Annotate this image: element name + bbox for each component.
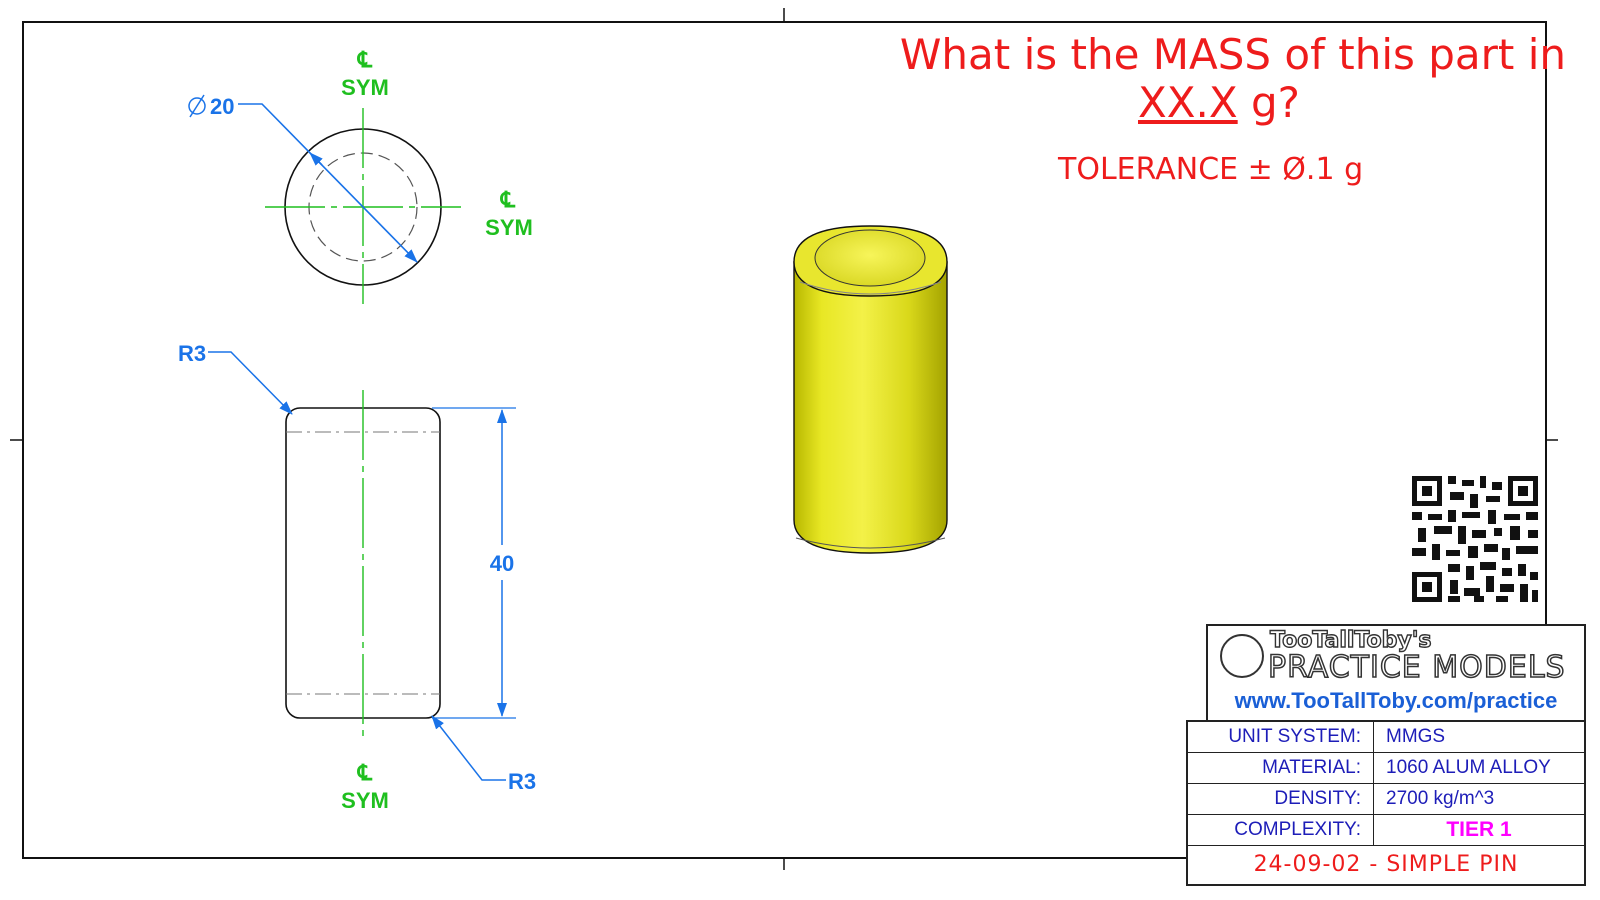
centerline-symbol-icon: ℄ [357, 47, 373, 72]
diameter-symbol-icon [188, 94, 206, 118]
tolerance-text: TOLERANCE ± Ø.1 g [1058, 152, 1364, 187]
title-block-row: COMPLEXITY: TIER 1 [1188, 815, 1584, 846]
density-key: DENSITY: [1188, 784, 1374, 814]
radius-leader-top [208, 351, 293, 415]
radius-label-bottom: R3 [508, 769, 536, 794]
centerline-sym-label: SYM [341, 788, 389, 813]
diameter-value: 20 [210, 94, 234, 119]
bottom-fillet-edge [795, 537, 946, 549]
logo-url-link[interactable]: www.TooTallToby.com/practice [1234, 688, 1558, 713]
centerline-label-bottom: ℄ SYM [341, 760, 389, 813]
qr-code-icon [1412, 476, 1538, 602]
front-view: 40 R3 R3 [178, 341, 536, 794]
tootalltoby-logo-icon [1220, 634, 1264, 678]
logo-title: TooTallToby's [1269, 627, 1432, 653]
length-value: 40 [490, 551, 514, 576]
centerline-sym-label: SYM [485, 215, 533, 240]
cylinder-top-face [814, 229, 926, 287]
title-block-row: UNIT SYSTEM: MMGS [1188, 722, 1584, 753]
centerline-symbol-icon: ℄ [357, 760, 373, 785]
diameter-arrow-inner [309, 152, 323, 166]
unit-system-key: UNIT SYSTEM: [1188, 722, 1374, 752]
logo-block: TooTallToby's PRACTICE MODELS www.TooTal… [1206, 624, 1586, 720]
material-key: MATERIAL: [1188, 753, 1374, 783]
density-value: 2700 kg/m^3 [1386, 788, 1495, 809]
centerline-sym-label: SYM [341, 75, 389, 100]
title-block-row: MATERIAL: 1060 ALUM ALLOY [1188, 753, 1584, 784]
part-3d-render [793, 225, 948, 554]
question-line2: XX.X g? [1138, 78, 1300, 127]
question-line1: What is the MASS of this part in [899, 30, 1566, 79]
complexity-key: COMPLEXITY: [1188, 815, 1374, 845]
material-value: 1060 ALUM ALLOY [1386, 757, 1551, 778]
cylinder-body [793, 261, 948, 554]
top-view: 20 [188, 94, 461, 304]
complexity-value: TIER 1 [1446, 818, 1512, 841]
radius-leader-bottom [431, 715, 506, 781]
radius-label-top: R3 [178, 341, 206, 366]
title-block: UNIT SYSTEM: MMGS MATERIAL: 1060 ALUM AL… [1186, 720, 1586, 886]
diameter-leader [238, 103, 418, 263]
logo-subtitle: PRACTICE MODELS [1267, 649, 1566, 686]
unit-system-value: MMGS [1386, 726, 1446, 747]
centerline-label-top: ℄ SYM [341, 47, 389, 100]
drawing-name: 24-09-02 - SIMPLE PIN [1253, 852, 1519, 877]
question-answer-blank: XX.X [1138, 78, 1238, 127]
centerline-label-right: ℄ SYM [485, 187, 533, 240]
centerline-symbol-icon: ℄ [500, 187, 516, 212]
question-unit: g? [1237, 78, 1300, 127]
top-fillet-edge [799, 281, 942, 295]
title-block-row: DENSITY: 2700 kg/m^3 [1188, 784, 1584, 815]
